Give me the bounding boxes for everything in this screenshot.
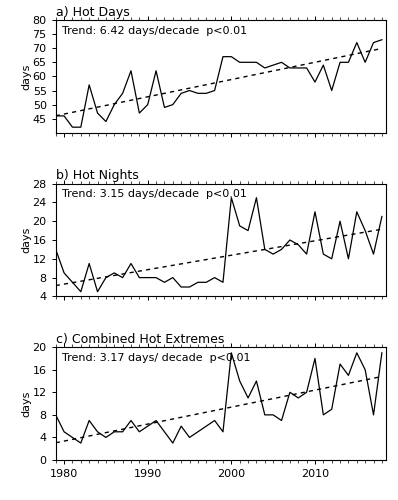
Y-axis label: days: days	[21, 390, 31, 417]
Y-axis label: days: days	[21, 227, 31, 253]
Text: b) Hot Nights: b) Hot Nights	[56, 170, 139, 182]
Text: Trend: 3.15 days/decade  p<0.01: Trend: 3.15 days/decade p<0.01	[62, 189, 247, 199]
Text: Trend: 3.17 days/ decade  p<0.01: Trend: 3.17 days/ decade p<0.01	[62, 353, 251, 363]
Text: Trend: 6.42 days/decade  p<0.01: Trend: 6.42 days/decade p<0.01	[62, 26, 248, 36]
Text: a) Hot Days: a) Hot Days	[56, 6, 129, 19]
Text: c) Combined Hot Extremes: c) Combined Hot Extremes	[56, 333, 224, 346]
Y-axis label: days: days	[21, 63, 31, 90]
